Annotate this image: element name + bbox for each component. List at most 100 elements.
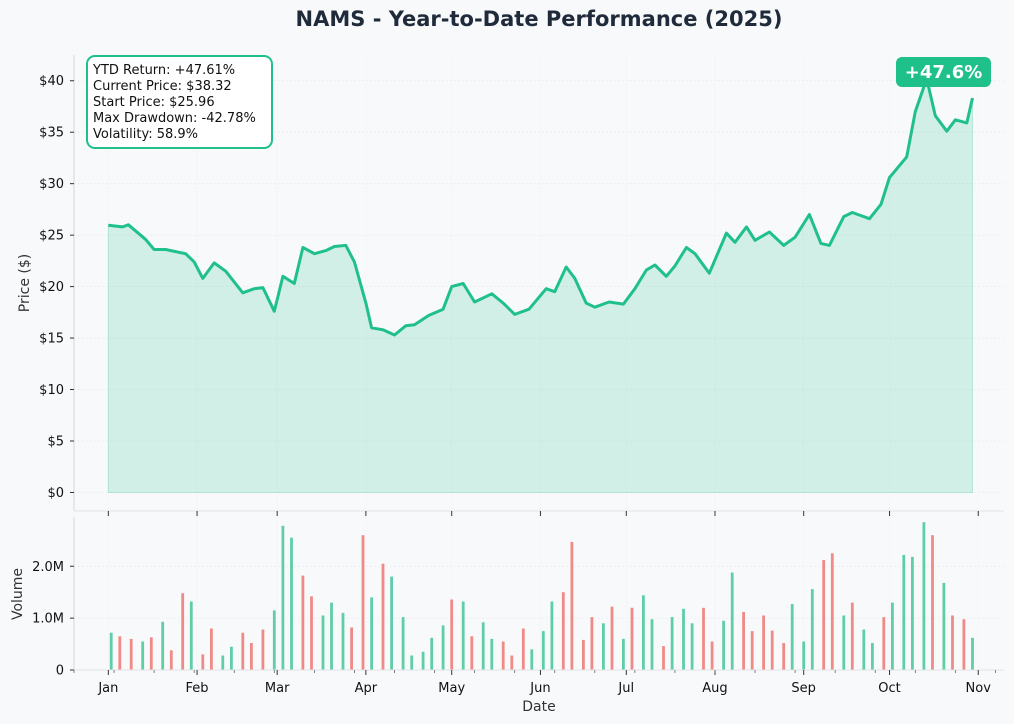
volume-bar-up: [971, 637, 974, 670]
x-tick-label: Jan: [97, 681, 118, 696]
volume-bar-up: [461, 601, 465, 670]
volume-bar-up: [370, 597, 373, 670]
x-axis-label: Date: [522, 699, 555, 715]
volume-bar-down: [501, 641, 505, 670]
volume-bar-up: [390, 576, 393, 670]
volume-bar-down: [241, 632, 245, 670]
volume-bar-up: [221, 655, 225, 670]
volume-bar-up: [550, 601, 554, 670]
price-y-tick-label: $15: [39, 332, 64, 347]
volume-bar-up: [341, 612, 345, 670]
chart-title: NAMS - Year-to-Date Performance (2025): [296, 7, 783, 31]
volume-bar-down: [710, 641, 714, 670]
volume-bar-down: [201, 654, 205, 670]
price-y-tick-label: $10: [39, 383, 64, 398]
volume-bar-down: [951, 615, 954, 670]
volume-bar-down: [149, 637, 153, 670]
volume-bar-down: [762, 615, 765, 670]
volume-bar-up: [670, 617, 674, 670]
volume-bars: [109, 522, 974, 670]
volume-bar-up: [810, 589, 814, 670]
volume-bar-down: [350, 627, 353, 670]
volume-bar-up: [401, 617, 405, 670]
volume-bar-down: [169, 650, 173, 670]
volume-bar-up: [281, 525, 285, 670]
volume-bar-up: [730, 572, 734, 670]
volume-bar-down: [361, 535, 365, 670]
stat-start-price: Start Price: $25.96: [93, 95, 215, 110]
volume-bar-down: [662, 646, 665, 670]
volume-bar-down: [882, 617, 886, 670]
price-y-tick-label: $0: [47, 486, 64, 501]
volume-bar-up: [161, 621, 165, 670]
volume-bar-up: [530, 649, 534, 670]
volume-bar-down: [770, 630, 774, 670]
volume-bar-up: [842, 615, 846, 670]
volume-bar-down: [630, 607, 634, 670]
volume-bar-down: [822, 560, 826, 670]
return-badge: +47.6%: [896, 57, 991, 87]
x-tick-label: Apr: [355, 681, 378, 696]
volume-bar-down: [830, 553, 834, 670]
volume-bar-up: [802, 641, 806, 670]
stat-ytd-return: YTD Return: +47.61%: [92, 63, 235, 78]
volume-bar-up: [230, 646, 233, 670]
volume-bar-up: [871, 643, 874, 670]
volume-bar-down: [521, 628, 525, 670]
price-panel: $0 $5 $10 $15 $20 $25 $30 $35 $40 Price ($) YTD …: [17, 55, 1004, 512]
volume-bar-up: [862, 629, 866, 670]
volume-bar-down: [561, 592, 565, 670]
stat-current-price: Current Price: $38.32: [93, 79, 232, 94]
volume-bar-down: [210, 628, 213, 670]
volume-bar-down: [450, 599, 454, 670]
volume-bar-down: [782, 643, 786, 670]
return-badge-label: +47.6%: [905, 62, 983, 83]
volume-bar-up: [272, 610, 276, 670]
volume-bar-up: [321, 615, 325, 670]
volume-bar-down: [962, 619, 966, 670]
price-y-ticks: $0 $5 $10 $15 $20 $25 $30 $35 $40: [39, 74, 74, 501]
volume-bar-up: [690, 623, 694, 670]
volume-bar-down: [742, 611, 745, 670]
volume-bar-up: [410, 655, 414, 670]
volume-bar-up: [682, 608, 685, 670]
volume-y-tick-label: 1.0M: [32, 612, 64, 627]
volume-bar-up: [141, 641, 145, 670]
volume-bar-up: [911, 556, 914, 670]
volume-bar-up: [430, 637, 434, 670]
volume-bar-down: [590, 617, 594, 670]
volume-bar-down: [850, 602, 854, 670]
price-line: [108, 77, 974, 337]
x-tick-label: Oct: [878, 681, 900, 696]
volume-bar-down: [931, 535, 934, 670]
volume-bar-up: [330, 602, 333, 670]
volume-bar-up: [922, 522, 926, 670]
x-tick-label: Mar: [265, 681, 290, 696]
x-tick-label: May: [438, 681, 465, 696]
stats-box-frame: [86, 55, 273, 149]
x-tick-label: Jul: [617, 681, 634, 696]
volume-y-tick-label: 2.0M: [32, 560, 64, 575]
price-y-tick-label: $5: [47, 435, 64, 450]
volume-bar-down: [381, 563, 385, 670]
x-ticks: Jan Feb Mar Apr May Jun Jul Aug Sep Oct Nov: [73, 511, 996, 696]
volume-bar-down: [570, 541, 574, 670]
volume-bar-up: [441, 625, 445, 670]
volume-bar-up: [790, 604, 794, 670]
volume-bar-up: [109, 632, 113, 670]
volume-bar-up: [891, 602, 894, 670]
price-y-tick-label: $30: [39, 177, 64, 192]
volume-bar-down: [118, 636, 122, 670]
x-tick-label: Nov: [966, 681, 992, 696]
volume-bar-up: [650, 619, 654, 670]
volume-bar-up: [722, 620, 725, 670]
volume-bar-up: [490, 638, 494, 670]
volume-bar-down: [310, 596, 313, 670]
stat-max-drawdown: Max Drawdown: -42.78%: [93, 111, 256, 126]
volume-bar-up: [290, 537, 293, 670]
volume-y-axis-label: Volume: [10, 568, 26, 620]
return-badge-box: [896, 57, 991, 87]
volume-panel: 0 1.0M 2.0M Volume: [10, 517, 1004, 679]
price-y-tick-label: $20: [39, 280, 64, 295]
